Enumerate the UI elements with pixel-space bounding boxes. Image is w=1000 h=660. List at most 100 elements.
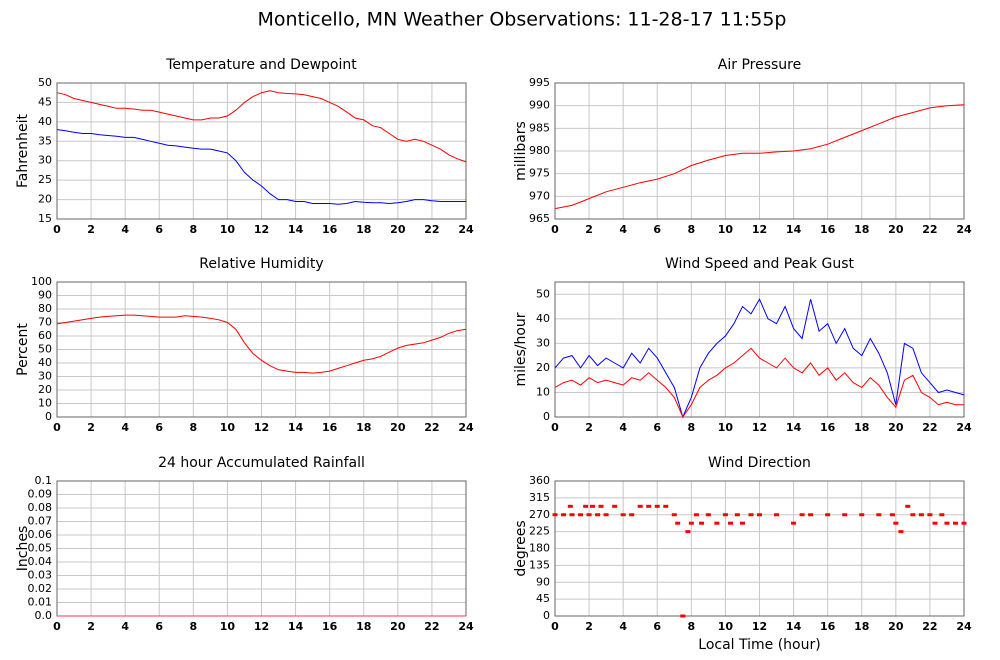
- data-point: [825, 513, 831, 517]
- y-tick-label: 990: [529, 99, 550, 112]
- x-axis-label: Local Time (hour): [698, 637, 820, 653]
- y-tick-label: 225: [529, 525, 550, 538]
- x-tick-label: 18: [356, 223, 371, 236]
- data-line: [56, 129, 466, 205]
- plot-frame: [554, 82, 965, 220]
- x-tick-label: 10: [220, 421, 236, 434]
- x-tick-label: 20: [888, 620, 904, 633]
- y-tick-label: 270: [529, 508, 550, 521]
- x-tick-label: 0: [551, 421, 559, 434]
- x-tick-label: 6: [155, 620, 163, 633]
- y-tick-label: 40: [536, 312, 550, 325]
- y-tick-label: 0: [45, 410, 52, 423]
- x-tick-label: 16: [322, 620, 338, 633]
- data-point: [714, 521, 720, 525]
- y-tick-label: 70: [38, 316, 52, 329]
- y-tick-label: 360: [529, 474, 550, 487]
- x-tick-label: 6: [155, 421, 163, 434]
- x-tick-label: 14: [288, 620, 304, 633]
- y-tick-label: 20: [38, 193, 52, 206]
- x-tick-label: 14: [288, 421, 304, 434]
- data-point: [567, 504, 573, 508]
- data-point: [654, 504, 660, 508]
- x-tick-label: 18: [854, 421, 869, 434]
- y-tick-label: 80: [38, 302, 52, 315]
- y-tick-label: 135: [529, 558, 550, 571]
- data-point: [629, 513, 635, 517]
- x-tick-label: 2: [585, 620, 593, 633]
- chart-title: Air Pressure: [718, 57, 801, 73]
- data-point: [598, 504, 604, 508]
- y-tick-label: 315: [529, 491, 550, 504]
- y-tick-label: 0.08: [28, 501, 53, 514]
- x-tick-label: 0: [53, 421, 61, 434]
- x-tick-label: 24: [458, 620, 474, 633]
- chart-title: 24 hour Accumulated Rainfall: [158, 455, 365, 471]
- x-tick-label: 18: [356, 421, 371, 434]
- x-tick-label: 18: [854, 620, 869, 633]
- data-point: [898, 530, 904, 534]
- y-tick-label: 40: [38, 356, 52, 369]
- x-tick-label: 4: [121, 223, 129, 236]
- chart-title: Relative Humidity: [199, 256, 323, 272]
- data-point: [739, 521, 745, 525]
- y-tick-label: 975: [529, 167, 550, 180]
- data-point: [876, 513, 882, 517]
- y-tick-label: 995: [529, 76, 550, 89]
- y-tick-label: 30: [38, 154, 52, 167]
- y-tick-label: 15: [38, 212, 52, 225]
- data-point: [578, 513, 584, 517]
- y-tick-label: 0.09: [28, 488, 53, 501]
- x-tick-label: 22: [922, 223, 937, 236]
- data-point: [859, 513, 865, 517]
- x-tick-label: 12: [752, 223, 767, 236]
- x-tick-label: 10: [220, 223, 236, 236]
- x-tick-label: 2: [585, 223, 593, 236]
- x-tick-label: 2: [87, 421, 95, 434]
- x-tick-label: 22: [424, 620, 439, 633]
- data-point: [944, 521, 950, 525]
- y-tick-label: 0.1: [35, 474, 53, 487]
- plot-frame: [554, 281, 965, 418]
- x-tick-label: 6: [155, 223, 163, 236]
- y-tick-label: 0.04: [28, 555, 53, 568]
- y-tick-label: 50: [38, 76, 52, 89]
- data-point: [680, 614, 686, 618]
- data-point: [734, 513, 740, 517]
- y-axis-label: Percent: [15, 323, 31, 376]
- data-point: [893, 521, 899, 525]
- data-point: [671, 513, 677, 517]
- y-axis-label: Inches: [15, 526, 31, 571]
- x-tick-label: 24: [956, 620, 972, 633]
- y-tick-label: 50: [536, 287, 550, 300]
- x-tick-label: 14: [786, 620, 802, 633]
- data-point: [603, 513, 609, 517]
- x-tick-label: 24: [458, 223, 474, 236]
- y-tick-label: 965: [529, 212, 550, 225]
- x-tick-label: 8: [190, 620, 198, 633]
- y-tick-label: 0.0: [35, 609, 53, 622]
- x-tick-label: 16: [322, 421, 338, 434]
- x-tick-label: 8: [688, 620, 696, 633]
- x-tick-label: 16: [820, 620, 836, 633]
- y-tick-label: 100: [31, 275, 52, 288]
- y-tick-label: 45: [38, 95, 52, 108]
- x-tick-label: 8: [688, 223, 696, 236]
- data-point: [693, 513, 699, 517]
- data-point: [675, 521, 681, 525]
- y-tick-label: 45: [536, 592, 550, 605]
- data-point: [569, 513, 575, 517]
- data-point: [663, 504, 669, 508]
- y-tick-label: 60: [38, 329, 52, 342]
- data-line: [554, 347, 964, 419]
- y-tick-label: 40: [38, 115, 52, 128]
- y-tick-label: 30: [536, 336, 550, 349]
- y-tick-label: 10: [536, 385, 550, 398]
- x-tick-label: 20: [390, 620, 406, 633]
- data-line: [554, 298, 965, 419]
- x-tick-label: 14: [288, 223, 304, 236]
- y-tick-label: 0: [543, 410, 550, 423]
- data-point: [586, 513, 592, 517]
- data-line: [554, 104, 965, 210]
- x-tick-label: 10: [718, 223, 734, 236]
